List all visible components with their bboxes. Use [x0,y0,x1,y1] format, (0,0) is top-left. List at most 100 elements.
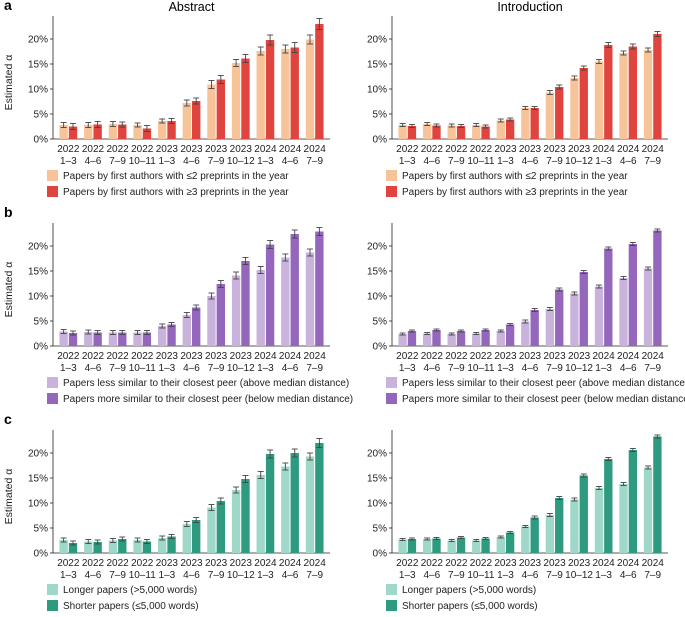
bar-group2 [93,124,102,139]
x-tick-label-months: 4–6 [620,156,637,167]
x-tick-label-year: 2024 [304,351,327,362]
chart-c-intro: 0%5%10%15%20%20221–320224–620227–9202210… [367,430,668,612]
y-tick-label: 15% [367,60,387,71]
bar-group1 [281,466,290,553]
x-tick-label-months: 10–11 [129,156,157,167]
bar-group2 [315,24,324,139]
x-tick-label-year: 2022 [421,351,444,362]
x-tick-label-year: 2024 [642,144,665,155]
y-tick-label: 20% [367,449,387,460]
chart-b-abstract: 0%5%10%15%20%Estimated α20221–320224–620… [3,223,353,405]
bar-group2 [407,126,417,139]
bar-group1 [521,321,530,346]
x-tick-label-year: 2024 [593,144,616,155]
bar-group2 [530,108,539,139]
legend-swatch [386,393,397,404]
bar-group1 [545,309,555,346]
y-tick-label: 0% [34,549,49,560]
x-tick-label-year: 2024 [254,351,277,362]
bar-group2 [481,126,490,139]
bar-group1 [59,540,68,553]
legend-label: Papers by first authors with ≤2 preprint… [402,171,628,182]
bar-group2 [142,128,152,139]
x-tick-label-months: 4–6 [282,156,299,167]
x-tick-label-months: 1–3 [399,156,416,167]
bar-group2 [216,284,226,346]
bar-group2 [167,324,176,346]
bar-group2 [93,542,102,553]
x-tick-label-year: 2022 [470,558,493,569]
x-tick-label-year: 2022 [82,558,105,569]
bar-group1 [521,526,530,553]
bar-group2 [456,126,466,139]
x-tick-label-year: 2023 [230,351,253,362]
bar-group1 [59,331,68,346]
bar-group2 [265,40,275,139]
x-tick-label-months: 10–12 [227,156,255,167]
bar-group1 [157,326,167,346]
legend-swatch [47,186,58,197]
y-tick-label: 15% [367,267,387,278]
bar-group2 [555,289,564,346]
x-tick-label-year: 2022 [421,558,444,569]
bar-group2 [216,501,226,553]
legend-label: Papers by first authors with ≥3 preprint… [402,187,628,198]
x-tick-label-year: 2022 [445,558,468,569]
x-tick-label-months: 4–6 [282,363,299,374]
x-tick-label-year: 2024 [254,558,277,569]
x-tick-label-months: 10–12 [565,363,593,374]
x-tick-label-months: 7–9 [109,570,126,581]
x-tick-label-months: 1–3 [60,363,77,374]
x-tick-label-months: 1–3 [595,156,612,167]
bar-group2 [481,538,490,553]
y-tick-label: 20% [28,35,48,46]
x-tick-label-months: 7–9 [644,363,661,374]
bar-group2 [118,539,127,553]
x-tick-label-year: 2022 [82,144,105,155]
legend-swatch [47,393,58,404]
bar-group2 [579,475,588,553]
bar-group2 [579,272,588,346]
bar-group1 [157,538,167,553]
bar-group1 [305,252,315,346]
legend-swatch [386,170,397,181]
x-tick-label-months: 10–12 [565,570,593,581]
x-tick-label-year: 2023 [519,144,542,155]
legend-swatch [47,170,58,181]
x-tick-label-months: 7–9 [448,363,465,374]
x-tick-label-year: 2022 [57,144,80,155]
bar-group2 [432,125,441,139]
y-tick-label: 10% [28,499,48,510]
x-tick-label-year: 2022 [445,351,468,362]
x-tick-label-months: 7–9 [448,570,465,581]
legend-label: Papers less similar to their closest pee… [63,378,349,389]
x-tick-label-year: 2023 [180,144,203,155]
chart-c-abstract: 0%5%10%15%20%Estimated α20221–320224–620… [3,430,330,612]
x-tick-label-months: 10–11 [129,570,157,581]
legend-swatch [386,377,397,388]
bar-group1 [207,296,216,346]
bar-group1 [133,540,142,553]
x-tick-label-year: 2024 [593,558,616,569]
x-tick-label-year: 2024 [279,351,302,362]
x-tick-label-year: 2023 [205,351,228,362]
bar-group1 [256,475,265,553]
chart-b-intro: 0%5%10%15%20%20221–320224–620227–9202210… [367,223,685,405]
bar-group2 [167,121,176,139]
bar-group2 [505,324,515,346]
bar-group2 [290,234,299,346]
bar-group2 [192,101,201,139]
x-tick-label-months: 4–6 [183,363,200,374]
x-tick-label-year: 2024 [304,558,327,569]
x-tick-label-months: 7–9 [644,156,661,167]
x-tick-label-months: 4–6 [183,156,200,167]
bar-group2 [555,498,564,553]
x-tick-label-year: 2024 [593,351,616,362]
bar-group1 [594,286,604,346]
x-tick-label-months: 1–3 [60,156,77,167]
x-tick-label-months: 1–3 [497,363,514,374]
x-tick-label-year: 2023 [180,351,203,362]
bar-group1 [570,499,579,553]
bar-group1 [472,333,481,346]
bar-group2 [241,58,250,139]
